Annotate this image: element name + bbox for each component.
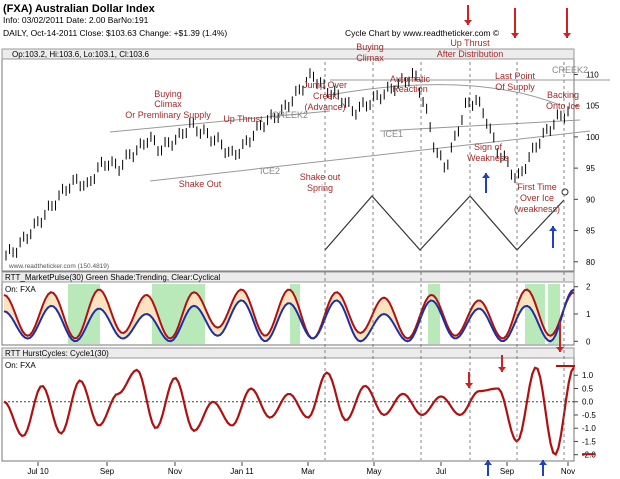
price-panel-label: Op:103.2, Hi:103.6, Lo:103.1, Cl:103.6 (12, 50, 150, 59)
creek-label: CREEK2 (552, 65, 588, 75)
annotation-label: Automatic (390, 74, 431, 84)
annotation-label: Spring (307, 183, 333, 193)
annotation-label: (weakness) (514, 204, 560, 214)
y-tick-label: 110 (586, 70, 599, 79)
blue-arrow-head (539, 460, 547, 465)
y-tick-label: 100 (586, 133, 600, 142)
y-tick-label: 0.5 (582, 384, 594, 393)
trending-shade (290, 284, 300, 344)
red-arrow-head (511, 33, 519, 38)
chart-title: (FXA) Australian Dollar Index (3, 3, 156, 15)
pulse-blue-line (3, 288, 575, 343)
ice-label: ICE2 (260, 166, 280, 176)
annotation-label: Onto Ice (546, 101, 580, 111)
y-tick-label: 0.0 (582, 398, 594, 407)
y-tick-label: -1.5 (582, 437, 596, 446)
x-tick-label: Sep (100, 467, 115, 476)
annotation-label: Reaction (392, 84, 428, 94)
price-panel: Op:103.2, Hi:103.6, Lo:103.1, Cl:103.6 w… (1, 38, 610, 272)
y-tick-label: 105 (586, 102, 600, 111)
ice-label: ICE1 (383, 129, 403, 139)
annotation-label: Buying (154, 89, 182, 99)
annotation-label: Up Thrust (223, 114, 263, 124)
y-tick-label: 0 (586, 337, 591, 346)
red-arrow-head (556, 347, 564, 352)
annotation-label: Shake out (300, 172, 341, 182)
y-tick-label: 95 (586, 164, 595, 173)
x-tick-label: Jul (436, 467, 446, 476)
annotation-label: Of Supply (495, 82, 535, 92)
blue-arrow-head (484, 460, 492, 465)
hurst-panel-sub: On: FXA (5, 361, 36, 370)
annotation-label: Climax (356, 53, 384, 63)
x-tick-label: Sep (500, 467, 515, 476)
pulse-fill (4, 289, 574, 342)
annotation-label: Weakness (467, 153, 509, 163)
annotation-label: After Distribution (437, 49, 504, 59)
pulse-plot: 0 1 2 (3, 283, 591, 346)
y-tick-label: 80 (586, 258, 595, 267)
arc-line (329, 84, 561, 106)
annotation-label: Or Premlinary Supply (125, 110, 211, 120)
info-line: Info: 03/02/2011 Date: 2.00 BarNo:191 (3, 15, 149, 25)
annotation-label: Sign of (474, 142, 503, 152)
annotation-label: Creek (313, 91, 338, 101)
ice-line (379, 119, 581, 132)
hurst-panel: RTT HurstCycles: Cycle1(30) On: FXA 1.0 0… (1, 347, 596, 462)
annotation-label: Up Thrust (450, 38, 490, 48)
y-tick-label: -2.0 (582, 451, 596, 460)
pulse-panel-sub: On: FXA (5, 285, 36, 294)
x-axis: Jul 10 Sep Nov Jan 11 Mar May Jul Sep Nov (27, 462, 575, 476)
x-tick-label: Jul 10 (27, 467, 49, 476)
y-tick-label: 1.0 (582, 371, 594, 380)
red-arrow-head (563, 33, 571, 38)
red-arrow-head (465, 383, 473, 388)
annotation-label: Buying (356, 42, 384, 52)
cycle-zigzag (324, 195, 565, 251)
hurst-panel-label: RTT HurstCycles: Cycle1(30) (5, 349, 109, 358)
annotation-label: Shake Out (179, 179, 222, 189)
daily-line: DAILY, Oct-14-2011 Close: $103.63 Change… (3, 28, 227, 38)
y-tick-label: 2 (586, 283, 591, 292)
ice-line (149, 130, 591, 182)
blue-arrow-head (482, 173, 490, 178)
x-tick-label: May (366, 467, 381, 476)
y-tick-label: -1.0 (582, 424, 596, 433)
y-tick-label: 85 (586, 227, 595, 236)
blue-arrow-head (549, 226, 557, 231)
pulse-panel-label: RTT_MarketPulse(30) Green Shade:Trending… (5, 273, 220, 282)
y-tick-label: 1 (586, 310, 591, 319)
annotation-label: Last Point (495, 71, 536, 81)
source-credit: Cycle Chart by www.readtheticker.com © (345, 28, 500, 38)
creek-label: CREEK2 (272, 110, 308, 120)
red-arrow-head (464, 20, 472, 25)
hurst-plot: 1.0 0.5 0.0 -0.5 -1.0 -1.5 -2.0 (3, 364, 596, 460)
x-tick-label: Nov (561, 467, 575, 476)
pulse-red-line (3, 288, 575, 340)
creek-line (109, 110, 331, 133)
annotation-label: Climax (154, 99, 182, 109)
annotation-label: Backing (547, 90, 579, 100)
y-tick-label: 90 (586, 195, 595, 204)
trending-shade (428, 284, 440, 344)
panel-watermark: www.readtheticker.com (150.4819) (8, 263, 109, 270)
red-arrow-head (498, 367, 506, 372)
hurst-line (3, 366, 575, 456)
x-tick-label: Nov (168, 467, 182, 476)
annotation-layer (324, 5, 571, 476)
cycle-marker (561, 188, 569, 196)
annotation-label: Jump Over (303, 80, 347, 90)
x-tick-label: Mar (301, 467, 315, 476)
x-tick-label: Jan 11 (230, 467, 254, 476)
y-tick-label: -0.5 (582, 411, 596, 420)
annotation-label: Over Ice (520, 193, 554, 203)
annotation-label: First Time (517, 182, 557, 192)
pulse-panel: RTT_MarketPulse(30) Green Shade:Trending… (1, 271, 591, 346)
